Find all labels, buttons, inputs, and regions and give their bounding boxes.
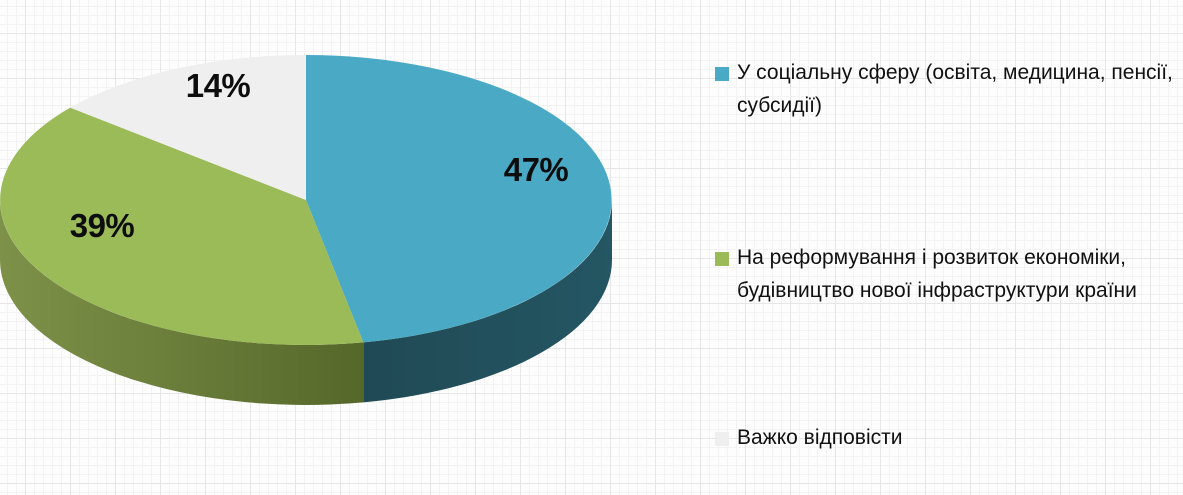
legend-label-social: У соціальну сферу (освіта, медицина, пен… xyxy=(737,56,1183,122)
data-label-social-47: 47% xyxy=(503,151,569,188)
legend-label-social-line1: У соціальну сферу (освіта, медицина, пен… xyxy=(737,61,1173,84)
legend-marker-economy-icon xyxy=(715,252,729,266)
pie-side-economy-slice xyxy=(0,200,364,405)
legend-marker-undecided-icon xyxy=(715,432,729,446)
legend-label-undecided: Важко відповісти xyxy=(737,421,1183,454)
pie-chart-svg xyxy=(0,55,612,405)
legend-label-economy-line2: будівництво нової інфраструктури країни xyxy=(737,279,1137,302)
legend-label-economy: На реформування і розвиток економіки, бу… xyxy=(737,241,1183,307)
legend-item-social: У соціальну сферу (освіта, медицина, пен… xyxy=(715,56,1183,122)
legend-label-undecided-line1: Важко відповісти xyxy=(737,426,903,449)
legend-item-economy: На реформування і розвиток економіки, бу… xyxy=(715,241,1183,307)
legend-label-social-line2: субсидії) xyxy=(737,94,823,117)
pie-slice-economy-reform xyxy=(0,107,364,345)
legend-marker-social-icon xyxy=(715,67,729,81)
pie-slice-social-sphere xyxy=(306,55,612,343)
chart-legend: У соціальну сферу (освіта, медицина, пен… xyxy=(715,0,1183,495)
pie-slice-hard-to-answer xyxy=(70,55,306,200)
pie-chart-3d: 47% 39% 14% xyxy=(0,55,612,405)
data-label-economy-39: 39% xyxy=(69,207,135,244)
legend-label-economy-line1: На реформування і розвиток економіки, xyxy=(737,246,1126,269)
pie-side-social-slice xyxy=(363,200,612,403)
legend-item-undecided: Важко відповісти xyxy=(715,421,1183,454)
data-label-undecided-14: 14% xyxy=(185,67,251,104)
